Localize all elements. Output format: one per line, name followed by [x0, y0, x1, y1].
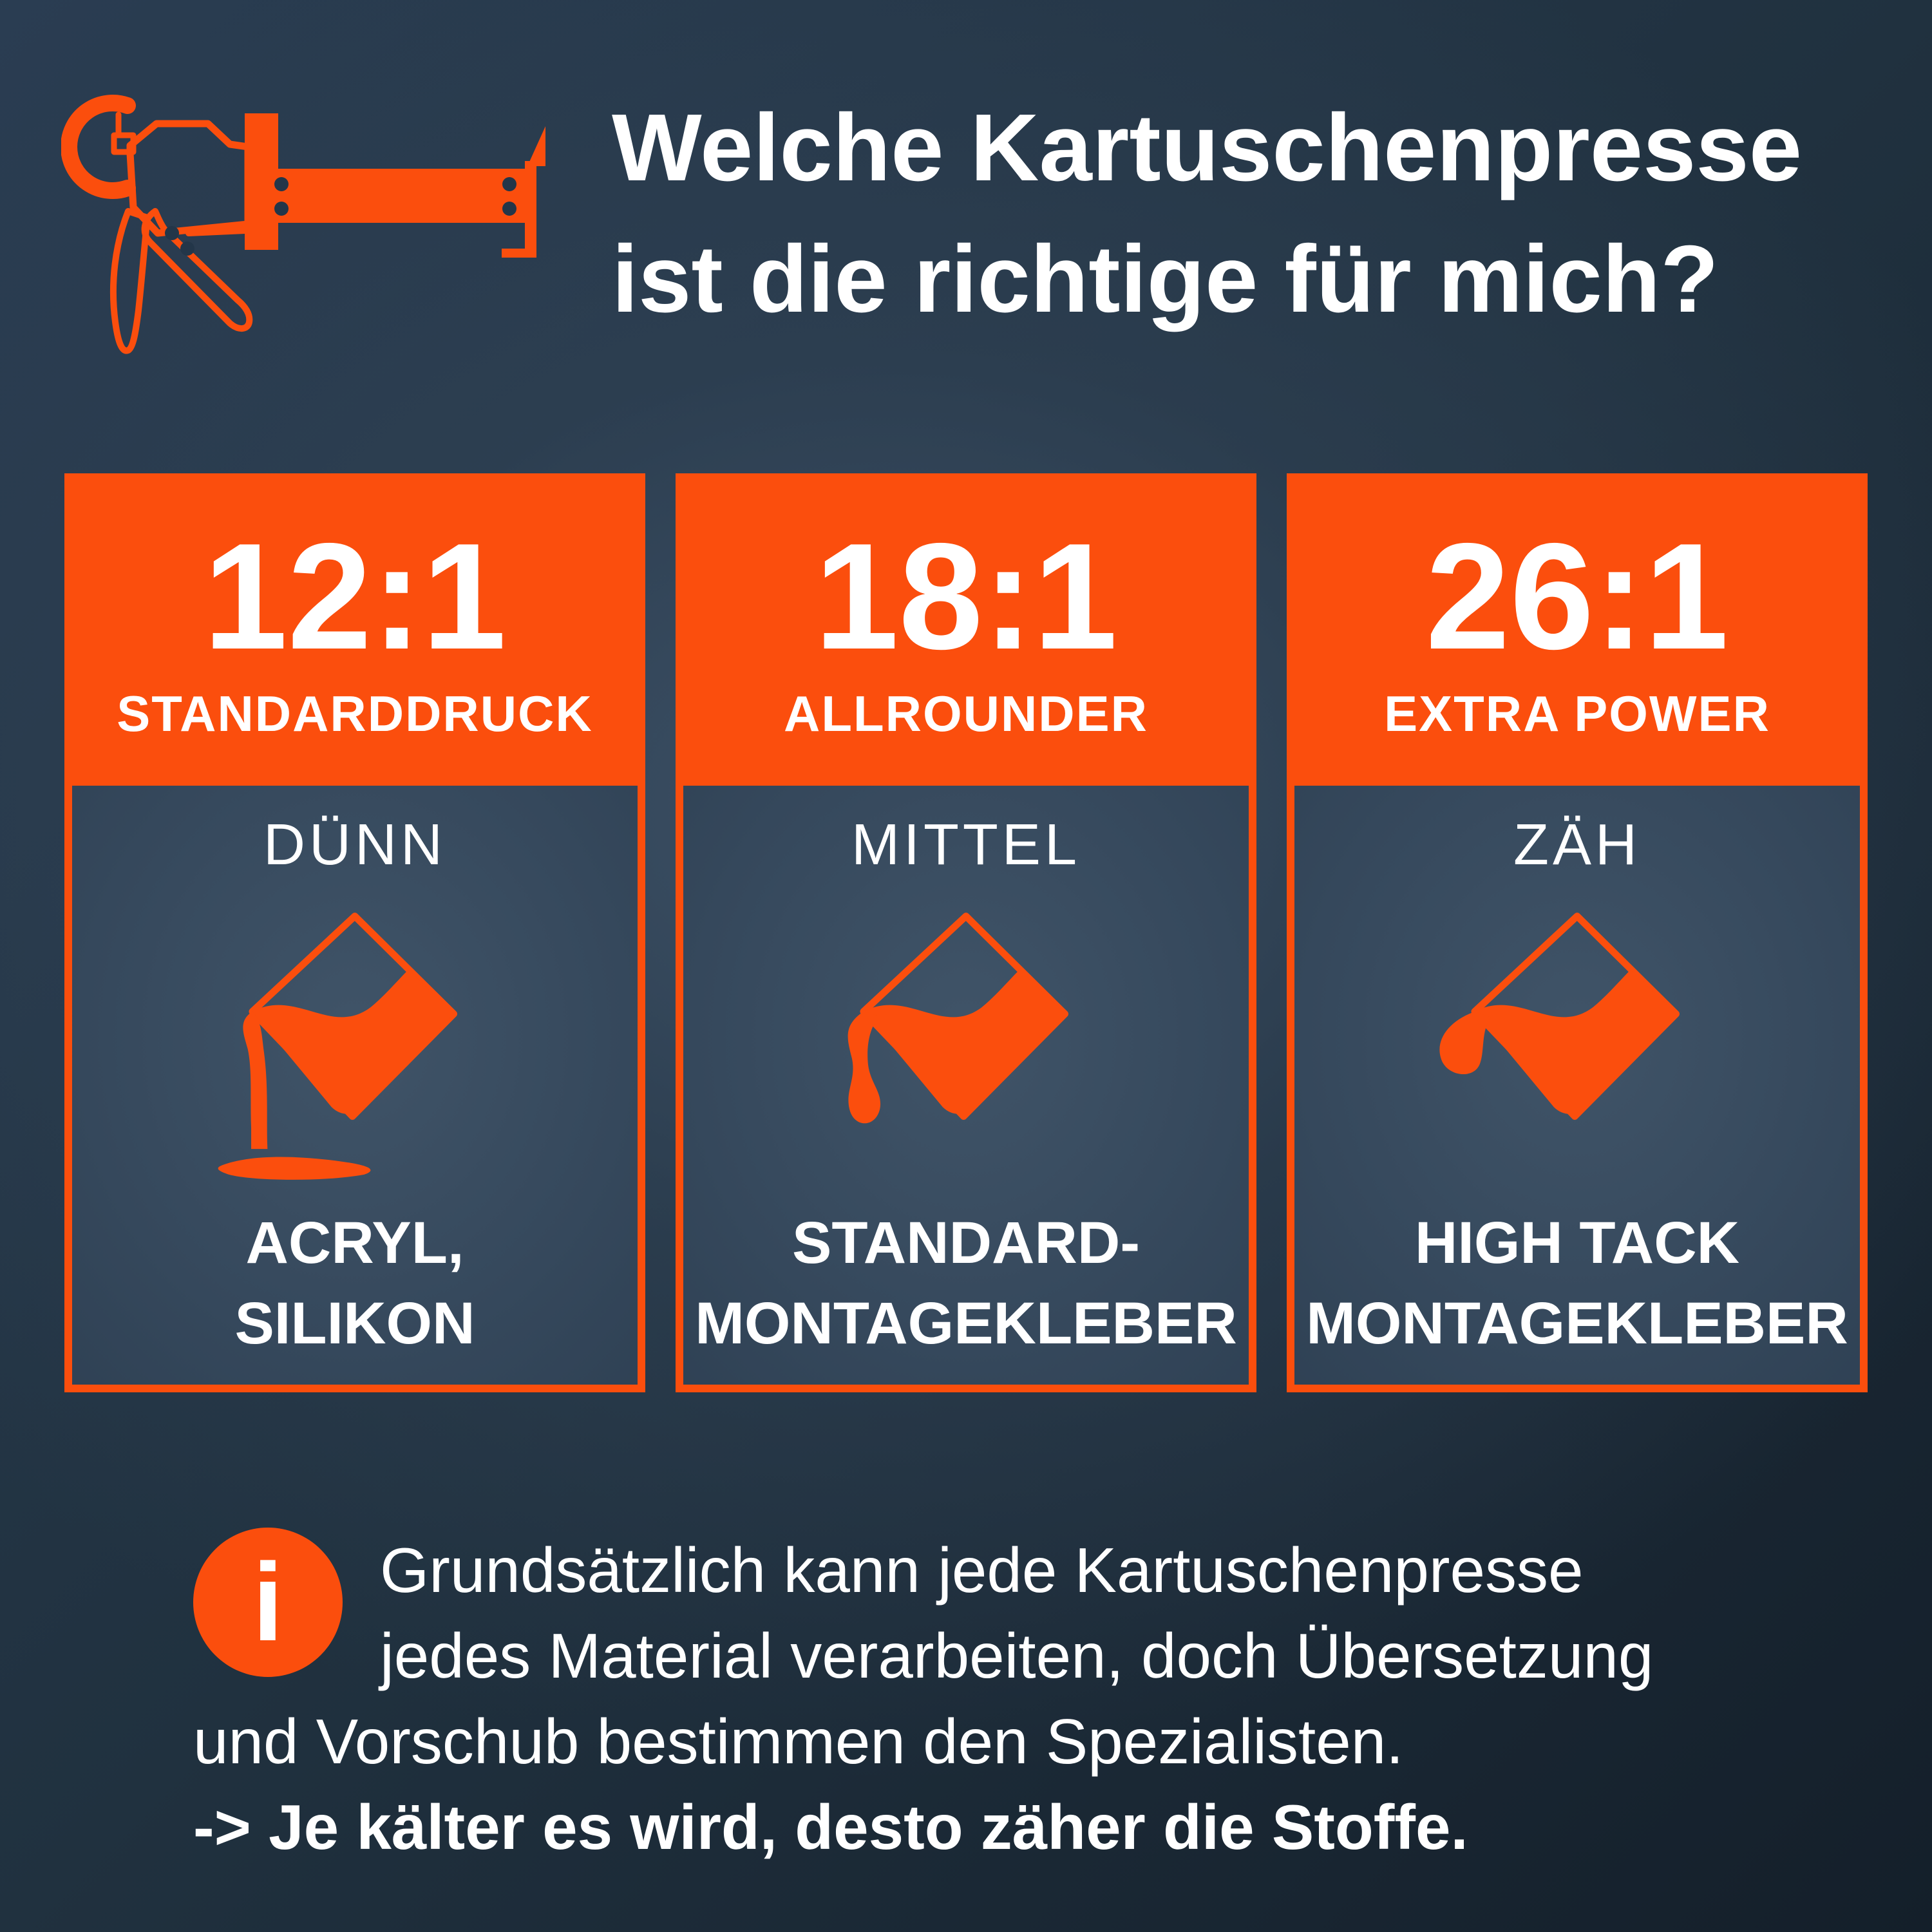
card-allrounder-header: 18:1 ALLROUNDER	[676, 473, 1256, 786]
caulking-gun-icon	[61, 95, 545, 354]
card-allrounder: 18:1 ALLROUNDER MITTEL STANDARD- MONTAGE…	[676, 473, 1256, 1392]
info-line1: Grundsätzlich kann jede Kartuschenpresse	[380, 1535, 1584, 1605]
pressure-ratio-cards: 12:1 STANDARDDRUCK DÜNN ACRYL, SILIKON	[64, 473, 1868, 1392]
page-title-line2: ist die richtige für mich?	[612, 226, 1719, 332]
material-text: STANDARD- MONTAGEKLEBER	[695, 1203, 1237, 1364]
info-line3: und Vorschub bestimmen den Spezialisten.	[193, 1706, 1404, 1777]
info-icon: i	[193, 1528, 343, 1677]
info-note: Grundsätzlich kann jede Kartuschenpresse…	[193, 1528, 1842, 1870]
viscosity-label: ZÄH	[1513, 813, 1641, 877]
card-allrounder-body: MITTEL STANDARD- MONTAGEKLEBER	[676, 786, 1256, 1392]
material-line1: ACRYL,	[245, 1210, 464, 1276]
ratio-label: ALLROUNDER	[784, 685, 1148, 742]
card-extra-power-header: 26:1 EXTRA POWER	[1287, 473, 1868, 786]
material-line2: SILIKON	[234, 1291, 475, 1356]
card-standarddruck-header: 12:1 STANDARDDRUCK	[64, 473, 645, 786]
material-line1: HIGH TACK	[1414, 1210, 1740, 1276]
liquid-drop-thick	[1439, 1011, 1492, 1075]
material-line2: MONTAGEKLEBER	[695, 1291, 1237, 1356]
material-text: ACRYL, SILIKON	[234, 1203, 475, 1364]
card-standarddruck: 12:1 STANDARDDRUCK DÜNN ACRYL, SILIKON	[64, 473, 645, 1392]
material-text: HIGH TACK MONTAGEKLEBER	[1306, 1203, 1848, 1364]
material-line1: STANDARD-	[791, 1210, 1140, 1276]
card-standarddruck-body: DÜNN ACRYL, SILIKON	[64, 786, 645, 1392]
viscosity-label: DÜNN	[263, 813, 446, 877]
card-extra-power: 26:1 EXTRA POWER ZÄH HIGH TACK MONTAGEKL…	[1287, 473, 1868, 1392]
ratio-value: 26:1	[1425, 511, 1729, 681]
viscosity-label: MITTEL	[851, 813, 1081, 877]
material-line2: MONTAGEKLEBER	[1306, 1291, 1848, 1356]
info-line2: jedes Material verarbeiten, doch Überset…	[380, 1620, 1654, 1691]
liquid-stream-thin	[243, 1011, 268, 1150]
page-title-line1: Welche Kartuschenpresse	[612, 95, 1803, 201]
pouring-cup-thin-liquid-icon	[218, 913, 458, 1180]
liquid-stream-medium	[848, 1011, 881, 1124]
pouring-cup-thick-liquid-icon	[1439, 913, 1680, 1120]
info-highlight: -> Je kälter es wird, desto zäher die St…	[193, 1792, 1468, 1862]
ratio-label: EXTRA POWER	[1384, 685, 1770, 742]
page-title: Welche Kartuschenpresse ist die richtige…	[612, 82, 1802, 345]
info-icon-glyph: i	[252, 1540, 283, 1664]
ratio-value: 18:1	[814, 511, 1118, 681]
pouring-cup-medium-liquid-icon	[848, 913, 1069, 1124]
ratio-label: STANDARDDRUCK	[117, 685, 593, 742]
ratio-value: 12:1	[203, 511, 507, 681]
card-extra-power-body: ZÄH HIGH TACK MONTAGEKLEBER	[1287, 786, 1868, 1392]
liquid-puddle	[218, 1157, 371, 1180]
